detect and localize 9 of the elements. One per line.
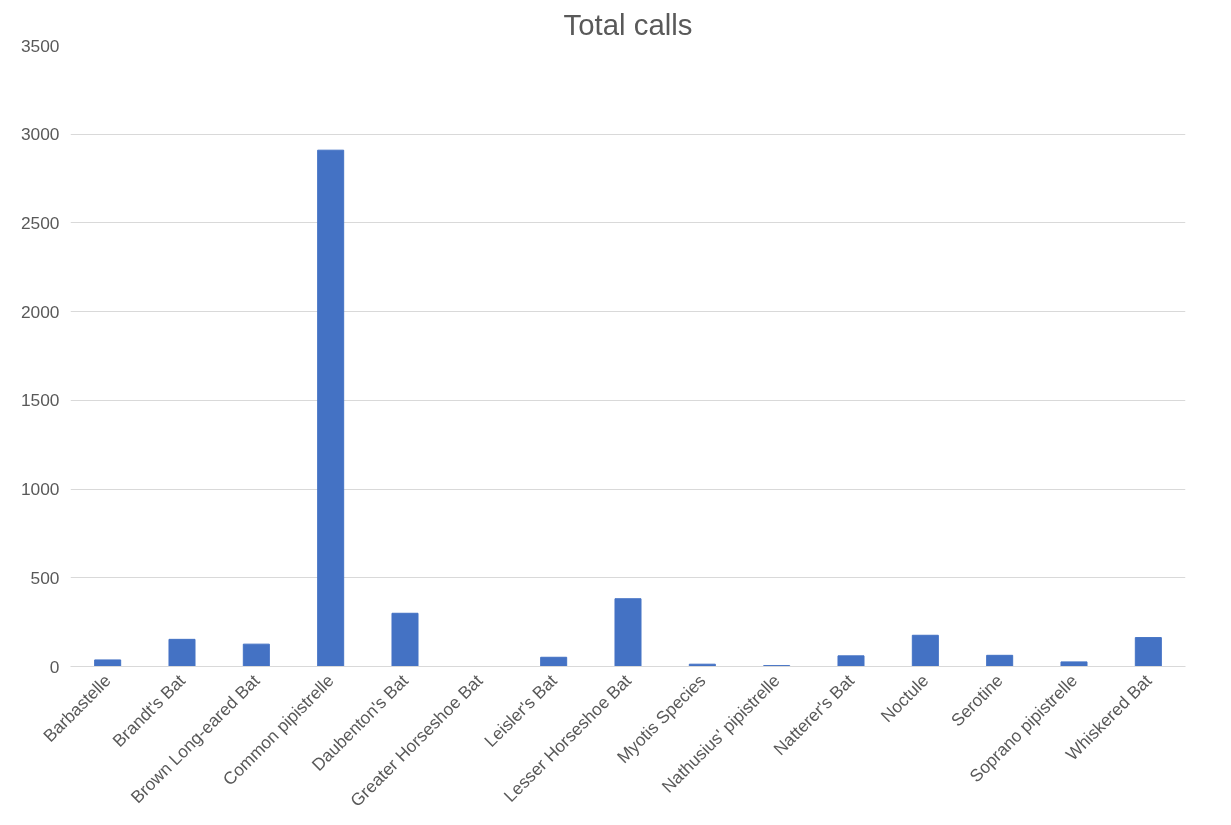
y-tick-label: 2500 [20,212,60,233]
y-tick-label: 3000 [20,124,60,145]
chart-title: Total calls [563,7,693,41]
y-tick-label: 1500 [20,390,60,411]
y-tick-label: 3500 [20,35,60,56]
y-tick-label: 500 [30,567,60,588]
y-tick-label: 0 [49,656,60,677]
y-tick-label: 2000 [20,301,60,322]
y-tick-label: 1000 [20,479,60,500]
